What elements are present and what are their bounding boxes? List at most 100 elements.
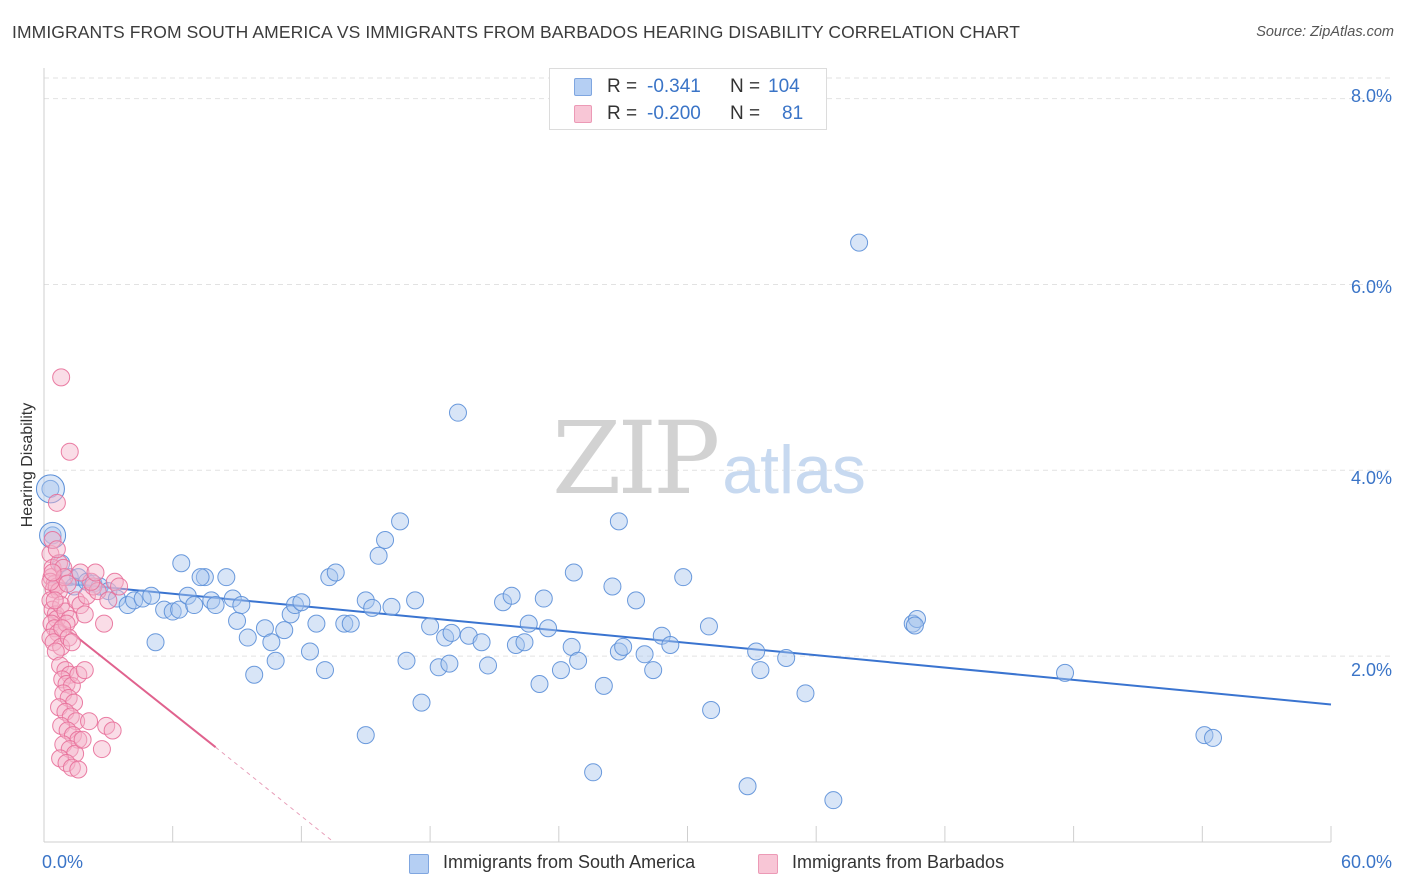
point-south-america: [627, 591, 646, 610]
legend-r-label: R =: [607, 103, 638, 124]
point-south-america: [326, 563, 345, 582]
point-barbados: [86, 563, 105, 582]
point-barbados: [51, 749, 70, 768]
point-south-america: [341, 614, 360, 633]
legend-r-value: -0.200: [647, 103, 701, 124]
point-barbados: [69, 760, 88, 779]
point-south-america: [275, 621, 294, 640]
point-barbados: [80, 712, 99, 731]
legend-n-value: 81: [782, 103, 804, 124]
bottom-legend-swatch-blue: [409, 854, 429, 874]
point-south-america: [363, 598, 382, 617]
point-south-america: [356, 726, 375, 745]
point-south-america: [436, 628, 455, 647]
trend-line-barbados-extrapolated: [215, 746, 334, 843]
point-south-america: [369, 546, 388, 565]
trend-line-south-america: [48, 580, 1332, 706]
point-barbados: [71, 563, 90, 582]
point-south-america: [406, 591, 425, 610]
legend-r-label: R =: [607, 76, 638, 97]
point-barbados: [110, 577, 129, 596]
point-south-america: [551, 661, 570, 680]
point-south-america: [530, 675, 549, 694]
point-barbados: [43, 563, 62, 582]
y-tick-label: 2.0%: [1350, 660, 1392, 680]
point-south-america: [472, 633, 491, 652]
point-south-america: [515, 633, 534, 652]
point-south-america: [118, 596, 137, 615]
point-barbados: [53, 619, 72, 638]
point-barbados: [97, 716, 116, 735]
point-barbados: [60, 442, 79, 461]
legend-swatch-blue: [574, 78, 592, 96]
point-barbados: [46, 642, 65, 661]
y-tick-label: 4.0%: [1350, 468, 1392, 488]
point-south-america: [564, 563, 583, 582]
point-south-america: [421, 617, 440, 636]
point-barbados: [52, 716, 71, 735]
point-south-america: [195, 568, 214, 587]
point-south-america: [661, 635, 680, 654]
point-south-america: [614, 637, 633, 656]
point-south-america: [539, 619, 558, 638]
point-south-america: [335, 614, 354, 633]
x-tick-label-max: 60.0%: [1340, 852, 1392, 872]
point-south-america: [217, 568, 236, 587]
point-barbados: [73, 730, 92, 749]
point-south-america: [738, 777, 757, 796]
legend-r-value: -0.341: [647, 76, 701, 97]
point-south-america: [376, 530, 395, 549]
points-south-america: [35, 233, 1223, 810]
point-south-america: [142, 586, 161, 605]
point-south-america: [292, 593, 311, 612]
point-barbados: [103, 721, 122, 740]
bottom-legend-label: Immigrants from South America: [443, 852, 696, 872]
point-south-america: [245, 665, 264, 684]
point-south-america: [300, 642, 319, 661]
point-barbados: [45, 591, 64, 610]
point-south-america: [1204, 728, 1223, 747]
point-barbados: [62, 758, 81, 777]
point-south-america: [281, 605, 300, 624]
legend-n-value: 104: [768, 76, 800, 97]
point-south-america: [584, 763, 603, 782]
point-south-america: [146, 633, 165, 652]
point-south-america: [609, 512, 628, 531]
point-south-america: [594, 676, 613, 695]
point-barbados: [69, 665, 88, 684]
y-tick-label: 6.0%: [1350, 277, 1392, 297]
legend-row-south-america: R = -0.341 N = 104: [550, 74, 826, 102]
point-south-america: [479, 656, 498, 675]
point-south-america: [43, 526, 62, 545]
point-south-america: [412, 693, 431, 712]
point-south-america: [908, 609, 927, 628]
point-south-america: [356, 591, 375, 610]
point-south-america: [170, 600, 189, 619]
point-south-america: [391, 512, 410, 531]
point-south-america: [185, 596, 204, 615]
point-south-america: [307, 614, 326, 633]
point-south-america: [232, 596, 251, 615]
point-south-america: [569, 651, 588, 670]
point-barbados: [47, 540, 66, 559]
point-barbados: [95, 614, 114, 633]
legend-n-label: N =: [730, 76, 761, 97]
point-south-america: [674, 568, 693, 587]
point-barbados: [43, 558, 62, 577]
point-barbados: [77, 586, 96, 605]
point-barbados: [58, 574, 77, 593]
point-south-america: [850, 233, 869, 252]
point-south-america: [90, 577, 109, 596]
axes: [43, 68, 1332, 843]
point-south-america-large: [35, 474, 65, 504]
point-south-america: [824, 791, 843, 810]
point-south-america: [262, 633, 281, 652]
trend-line-barbados: [47, 613, 217, 748]
point-south-america: [534, 589, 553, 608]
point-south-america: [382, 597, 401, 616]
point-south-america: [228, 611, 247, 630]
point-barbados: [54, 735, 73, 754]
gridlines: [44, 77, 1392, 657]
point-south-america: [603, 577, 622, 596]
